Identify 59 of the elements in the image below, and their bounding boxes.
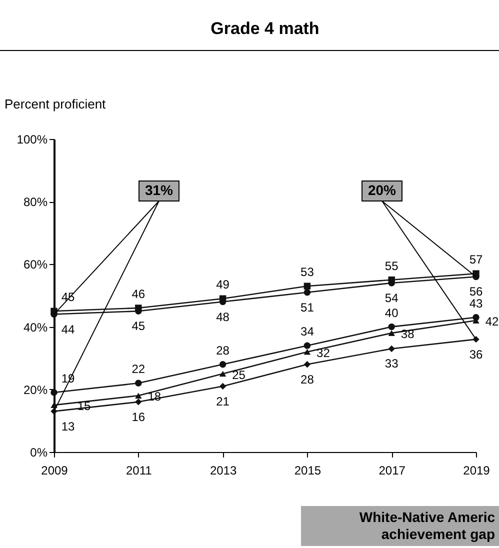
point <box>304 282 311 290</box>
data-label: 49 <box>216 278 230 292</box>
data-label: 45 <box>132 319 146 334</box>
data-label: 53 <box>300 265 314 280</box>
data-label: 42 <box>485 314 499 329</box>
y-tick-label: 20% <box>23 382 48 397</box>
point <box>135 392 142 399</box>
data-label: 38 <box>400 327 415 342</box>
chart-title: Grade 4 math <box>210 19 320 38</box>
text: White-Native Americ achievement gap <box>301 506 499 546</box>
data-label: 32 <box>316 346 330 360</box>
data-label: 54 <box>384 290 399 305</box>
y-tick-label: 60% <box>23 258 48 272</box>
data-label: 28 <box>216 343 230 358</box>
point <box>219 361 226 368</box>
x-tick-label: 2017 <box>378 464 406 478</box>
data-label: 13 <box>61 419 75 434</box>
point <box>135 380 142 386</box>
data-label: 22 <box>132 362 146 376</box>
y-tick-label: 40% <box>23 320 48 334</box>
point <box>50 389 58 396</box>
data-label: 21 <box>216 394 230 408</box>
data-label: 48 <box>216 310 230 324</box>
annotation: 20% <box>368 182 397 198</box>
point <box>304 289 311 296</box>
data-label: 34 <box>300 324 314 339</box>
point <box>219 382 226 390</box>
x-tick-label: 2009 <box>41 464 68 478</box>
point <box>219 370 226 377</box>
point <box>304 342 311 349</box>
annotation: 31% <box>144 182 174 198</box>
data-label: 56 <box>469 284 483 299</box>
y-tick-label: 100% <box>16 132 48 146</box>
point <box>472 336 480 343</box>
point <box>135 398 142 406</box>
point <box>388 330 395 336</box>
point <box>388 323 395 330</box>
x-tick-label: 2019 <box>463 464 490 478</box>
y-tick-label: 80% <box>23 195 48 210</box>
data-label: 55 <box>384 258 399 273</box>
x-tick-label: 2015 <box>294 464 322 478</box>
data-label: 40 <box>384 306 399 320</box>
y-tick-label: 0% <box>30 446 48 460</box>
data-label: 33 <box>384 356 399 371</box>
data-label: 28 <box>300 372 314 386</box>
y-axis-title: Percent proficient <box>4 96 106 112</box>
point <box>388 345 395 352</box>
x-tick-label: 2013 <box>210 464 237 478</box>
point <box>304 348 311 355</box>
data-label: 43 <box>469 296 483 310</box>
x-tick-label: 2011 <box>126 464 152 478</box>
data-label: 51 <box>300 300 314 314</box>
point <box>304 361 311 368</box>
data-label: 46 <box>132 287 146 302</box>
data-label: 57 <box>469 252 483 267</box>
data-label: 16 <box>132 410 146 424</box>
data-label: 44 <box>61 322 75 336</box>
data-label: 25 <box>232 368 246 382</box>
data-label: 36 <box>469 347 483 362</box>
